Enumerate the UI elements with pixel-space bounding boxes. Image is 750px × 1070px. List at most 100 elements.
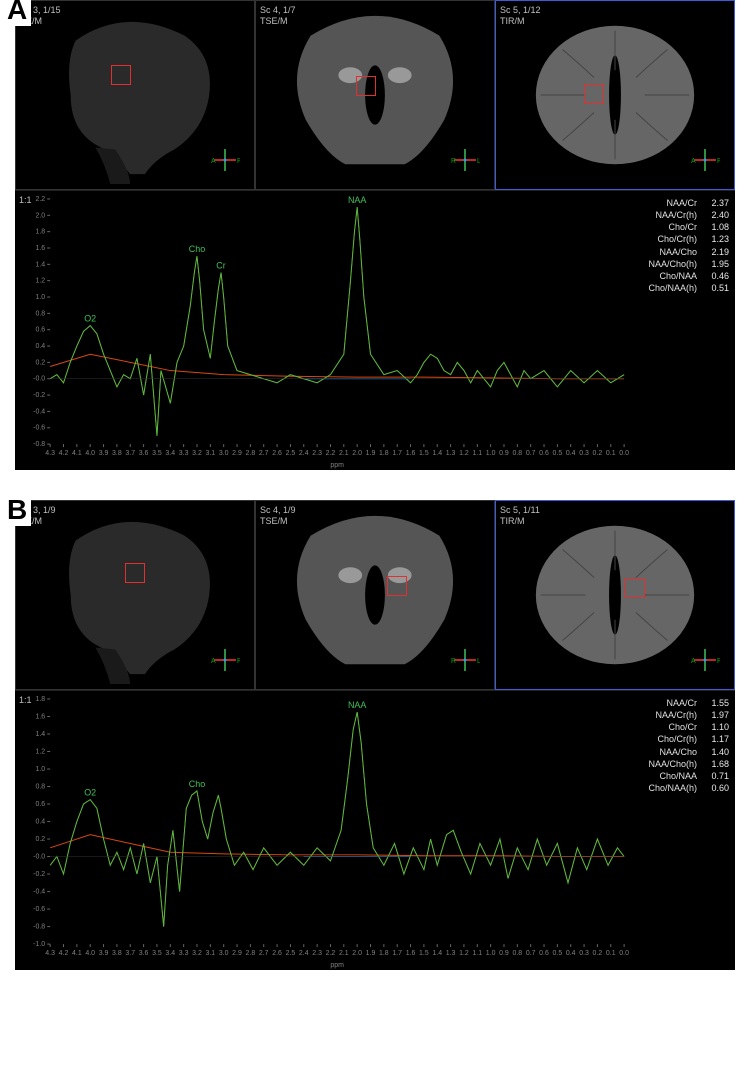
svg-text:L: L	[477, 658, 480, 665]
svg-text:2.6: 2.6	[272, 450, 282, 457]
svg-text:1.0: 1.0	[486, 450, 496, 457]
svg-text:1.1: 1.1	[472, 950, 482, 957]
svg-text:4.0: 4.0	[85, 950, 95, 957]
svg-text:3.9: 3.9	[99, 450, 109, 457]
svg-text:-0.4: -0.4	[33, 408, 45, 415]
svg-text:3.3: 3.3	[179, 450, 189, 457]
svg-text:1.3: 1.3	[446, 950, 456, 957]
svg-text:-0.8: -0.8	[33, 441, 45, 448]
svg-text:P: P	[717, 158, 720, 165]
ratio-row: NAA/Cho(h)1.95	[648, 258, 729, 270]
ratio-value: 0.51	[703, 282, 729, 294]
ratio-row: Cho/NAA0.46	[648, 270, 729, 282]
svg-text:0.9: 0.9	[499, 950, 509, 957]
svg-text:3.0: 3.0	[219, 450, 229, 457]
svg-text:L: L	[477, 158, 480, 165]
orientation-cross-icon: AP	[210, 145, 240, 175]
svg-text:O2: O2	[84, 314, 96, 324]
ratio-value: 1.10	[703, 721, 729, 733]
svg-text:-1.0: -1.0	[33, 941, 45, 948]
localizer-sagittal[interactable]: Sc 3, 1/15 SE/MAP	[15, 0, 255, 190]
svg-text:1.4: 1.4	[35, 261, 45, 268]
localizer-sagittal[interactable]: Sc 3, 1/9 SE/MAP	[15, 500, 255, 690]
svg-text:2.1: 2.1	[339, 950, 349, 957]
ratio-row: Cho/NAA0.71	[648, 770, 729, 782]
svg-text:1.0: 1.0	[35, 766, 45, 773]
spectrum-plot: 1:1-1.0-0.8-0.6-0.4-0.2-0.00.20.40.60.81…	[15, 690, 735, 970]
localizer-axial[interactable]: Sc 5, 1/12 TIR/MAP	[495, 0, 735, 190]
localizer-row: Sc 3, 1/9 SE/MAPSc 4, 1/9 TSE/MRLSc 5, 1…	[15, 500, 735, 690]
orientation-cross-icon: AP	[210, 645, 240, 675]
ratio-row: Cho/Cr1.08	[648, 221, 729, 233]
ratio-name: Cho/Cr	[668, 721, 697, 733]
svg-text:2.3: 2.3	[312, 450, 322, 457]
ratio-row: Cho/NAA(h)0.60	[648, 782, 729, 794]
svg-text:2.9: 2.9	[232, 450, 242, 457]
ratio-row: NAA/Cr 2.37	[648, 197, 729, 209]
ratio-row: Cho/Cr(h)1.17	[648, 733, 729, 745]
svg-text:0.8: 0.8	[35, 310, 45, 317]
svg-text:0.2: 0.2	[593, 950, 603, 957]
voxel-roi-box	[356, 76, 376, 96]
svg-text:0.2: 0.2	[593, 450, 603, 457]
svg-text:ppm: ppm	[330, 962, 344, 969]
ratio-row: Cho/Cr(h)1.23	[648, 233, 729, 245]
svg-text:3.1: 3.1	[205, 950, 215, 957]
ratio-row: NAA/Cr(h)1.97	[648, 709, 729, 721]
voxel-roi-box	[111, 65, 131, 85]
panel-A: ASc 3, 1/15 SE/MAPSc 4, 1/7 TSE/MRLSc 5,…	[15, 0, 735, 470]
ratio-name: NAA/Cr	[666, 197, 697, 209]
svg-text:3.7: 3.7	[125, 950, 135, 957]
svg-text:1.2: 1.2	[35, 278, 45, 285]
voxel-roi-box	[387, 576, 407, 596]
svg-text:1.7: 1.7	[392, 450, 402, 457]
svg-text:3.7: 3.7	[125, 450, 135, 457]
svg-text:3.8: 3.8	[112, 950, 122, 957]
svg-text:3.6: 3.6	[139, 950, 149, 957]
svg-text:3.2: 3.2	[192, 950, 202, 957]
svg-text:3.5: 3.5	[152, 950, 162, 957]
svg-text:Cho: Cho	[189, 779, 205, 789]
svg-text:2.6: 2.6	[272, 950, 282, 957]
svg-text:1.5: 1.5	[419, 450, 429, 457]
ratio-name: NAA/Cr(h)	[655, 209, 697, 221]
svg-text:1.3: 1.3	[446, 450, 456, 457]
ratio-value: 0.71	[703, 770, 729, 782]
svg-text:0.5: 0.5	[553, 950, 563, 957]
svg-text:0.6: 0.6	[539, 950, 549, 957]
voxel-roi-box	[584, 84, 604, 104]
svg-text:2.4: 2.4	[299, 450, 309, 457]
ratio-value: 2.19	[703, 246, 729, 258]
svg-text:NAA: NAA	[348, 700, 366, 710]
ratio-value: 2.37	[703, 197, 729, 209]
svg-text:0.8: 0.8	[35, 784, 45, 791]
svg-text:ppm: ppm	[330, 462, 344, 469]
svg-text:-0.2: -0.2	[33, 392, 45, 399]
svg-text:1.0: 1.0	[35, 294, 45, 301]
localizer-axial[interactable]: Sc 5, 1/11 TIR/MAP	[495, 500, 735, 690]
scan-info-label: Sc 4, 1/9 TSE/M	[260, 505, 296, 527]
orientation-cross-icon: AP	[690, 145, 720, 175]
localizer-coronal[interactable]: Sc 4, 1/9 TSE/MRL	[255, 500, 495, 690]
svg-text:NAA: NAA	[348, 195, 366, 205]
svg-text:3.8: 3.8	[112, 450, 122, 457]
svg-text:0.4: 0.4	[566, 950, 576, 957]
svg-text:0.9: 0.9	[499, 450, 509, 457]
svg-text:1.4: 1.4	[432, 950, 442, 957]
metabolite-ratio-block: NAA/Cr2.37NAA/Cr(h)2.40Cho/Cr1.08Cho/Cr(…	[648, 197, 729, 294]
ratio-name: NAA/Cho	[659, 246, 697, 258]
svg-text:4.0: 4.0	[85, 450, 95, 457]
ratio-value: 1.95	[703, 258, 729, 270]
svg-text:1.4: 1.4	[35, 731, 45, 738]
svg-text:A: A	[211, 658, 216, 665]
svg-text:0.1: 0.1	[606, 450, 616, 457]
svg-text:0.2: 0.2	[35, 359, 45, 366]
svg-text:1.9: 1.9	[366, 950, 376, 957]
orientation-cross-icon: RL	[450, 145, 480, 175]
svg-text:1.5: 1.5	[419, 950, 429, 957]
svg-text:3.4: 3.4	[165, 950, 175, 957]
svg-text:-0.6: -0.6	[33, 425, 45, 432]
svg-text:3.6: 3.6	[139, 450, 149, 457]
svg-text:4.2: 4.2	[59, 950, 69, 957]
localizer-coronal[interactable]: Sc 4, 1/7 TSE/MRL	[255, 0, 495, 190]
